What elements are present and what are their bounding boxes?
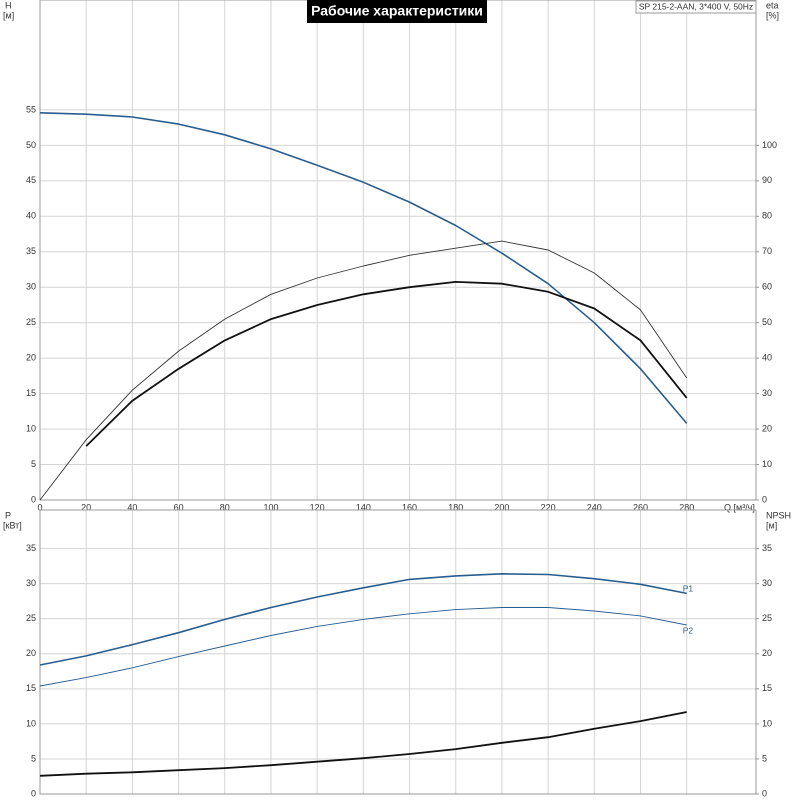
y2-tick-label: 0 [762, 788, 767, 798]
y-axis-unit: [м] [3, 10, 14, 20]
x-tick-label: 80 [220, 502, 230, 512]
x-tick-label: 280 [679, 502, 694, 512]
y-tick-label: 20 [26, 353, 36, 363]
y-tick-label: 10 [26, 718, 36, 728]
y2-tick-label: 60 [762, 282, 772, 292]
line-label: P2 [683, 625, 694, 635]
data-line [39, 607, 687, 687]
y-tick-label: 50 [26, 140, 36, 150]
y2-tick-label: 35 [762, 543, 772, 553]
y2-tick-label: 40 [762, 353, 772, 363]
x-tick-label: 120 [310, 502, 325, 512]
y-tick-label: 5 [31, 753, 36, 763]
y-tick-label: 30 [26, 578, 36, 588]
x-tick-label: 60 [174, 502, 184, 512]
y-tick-label: 20 [26, 648, 36, 658]
y-tick-label: 15 [26, 683, 36, 693]
y-tick-label: 0 [31, 788, 36, 798]
y2-tick-label: 90 [762, 175, 772, 185]
title-box [307, 0, 487, 23]
line-label: P1 [683, 584, 694, 594]
x-tick-label: 200 [494, 502, 509, 512]
y-axis-label: P [5, 510, 11, 520]
data-line [39, 711, 687, 777]
y2-tick-label: 25 [762, 613, 772, 623]
y-tick-label: 10 [26, 423, 36, 433]
y-tick-label: 0 [31, 494, 36, 504]
y2-axis-label: NPSH [766, 510, 791, 520]
y-tick-label: 25 [26, 317, 36, 327]
y-tick-label: 15 [26, 388, 36, 398]
data-line [39, 240, 688, 501]
y2-tick-label: 100 [762, 140, 777, 150]
y2-tick-label: 80 [762, 211, 772, 221]
x-tick-label: 100 [263, 502, 278, 512]
y2-tick-label: 30 [762, 388, 772, 398]
x-tick-label: 220 [541, 502, 556, 512]
y-tick-label: 30 [26, 282, 36, 292]
x-tick-label: 140 [356, 502, 371, 512]
y2-axis-unit: [%] [766, 10, 779, 20]
y-axis-label: H [5, 0, 12, 10]
x-tick-label: 20 [81, 502, 91, 512]
y-axis-unit: [кВт] [3, 520, 22, 530]
x-tick-label: 40 [127, 502, 137, 512]
y2-tick-label: 0 [762, 494, 767, 504]
x-tick-label: 260 [633, 502, 648, 512]
y2-tick-label: 10 [762, 459, 772, 469]
y2-axis-label: eta [766, 0, 779, 10]
y-tick-label: 55 [26, 104, 36, 114]
y-tick-label: 25 [26, 613, 36, 623]
y2-axis-unit: [м] [766, 520, 777, 530]
y2-tick-label: 50 [762, 317, 772, 327]
y2-tick-label: 20 [762, 423, 772, 433]
x-tick-label: 240 [587, 502, 602, 512]
data-line [85, 281, 688, 447]
y2-tick-label: 10 [762, 718, 772, 728]
y-tick-label: 5 [31, 459, 36, 469]
chart-title: Рабочие характеристики [311, 3, 483, 19]
x-tick-label: 0 [37, 502, 42, 512]
plot-frame [39, 0, 757, 501]
y2-tick-label: 5 [762, 753, 767, 763]
y2-tick-label: 20 [762, 648, 772, 658]
x-tick-label: 180 [448, 502, 463, 512]
x-tick-label: 160 [402, 502, 417, 512]
y-tick-label: 35 [26, 246, 36, 256]
y2-tick-label: 70 [762, 246, 772, 256]
model-label: SP 215-2-AAN, 3*400 V, 50Hz [639, 1, 753, 11]
model-box [635, 0, 757, 14]
y-tick-label: 35 [26, 543, 36, 553]
y-tick-label: 45 [26, 175, 36, 185]
data-line [39, 112, 688, 424]
data-line [39, 573, 687, 666]
y2-tick-label: 15 [762, 683, 772, 693]
y-tick-label: 40 [26, 211, 36, 221]
plot-frame [39, 509, 757, 795]
x-axis-label: Q [м³/ч] [724, 502, 755, 512]
y2-tick-label: 30 [762, 578, 772, 588]
